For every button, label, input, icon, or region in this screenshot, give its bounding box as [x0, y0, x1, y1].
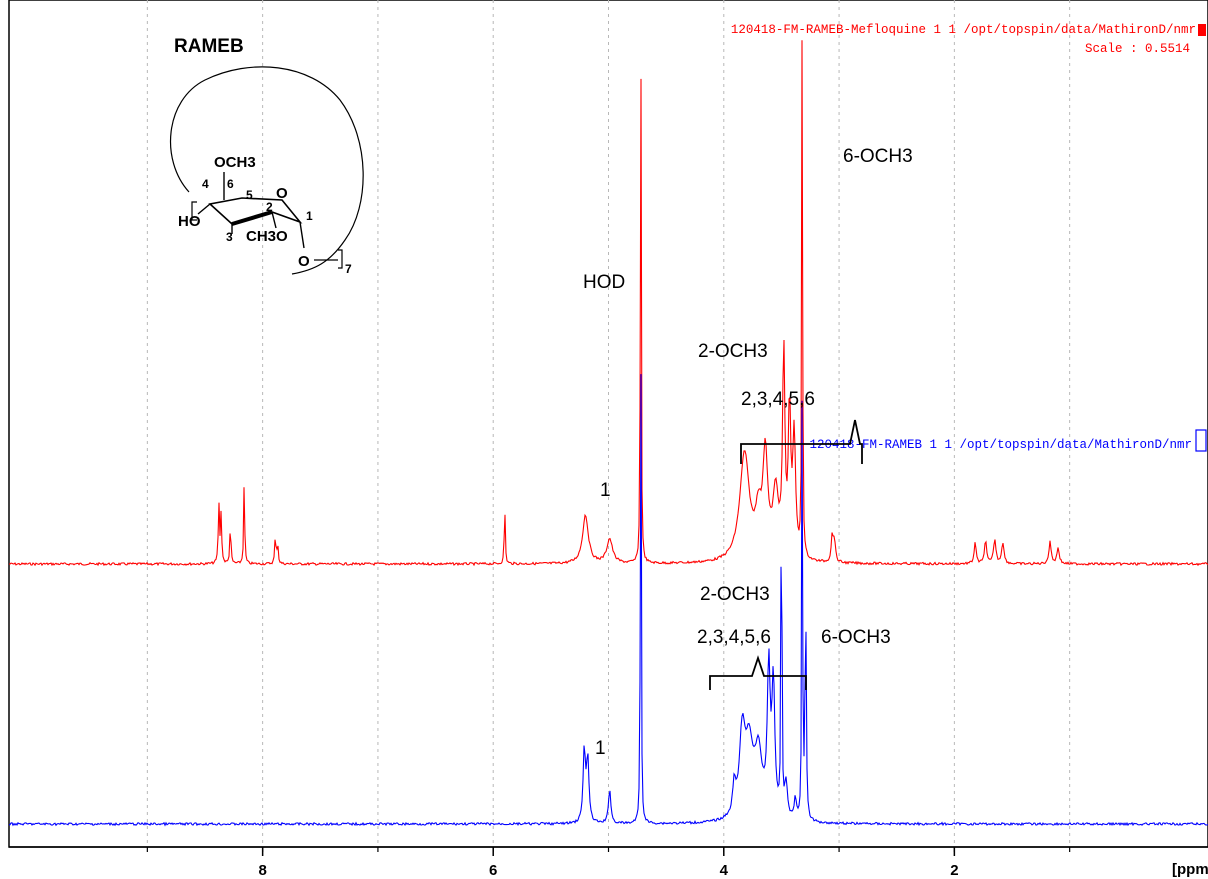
x-tick-label: 2 [950, 862, 958, 879]
x-axis: 8 6 4 2 [9, 846, 1208, 879]
atom-1: 1 [306, 209, 313, 223]
x-tick-label: 6 [489, 862, 497, 879]
grid-lines [146, 0, 1071, 847]
macrocycle-arc [170, 66, 364, 275]
c1-bond [299, 221, 305, 249]
c4-oh-bond [197, 203, 211, 215]
annotation-2-och3-bottom: 2-OCH3 [700, 584, 770, 605]
ring-wedge-bond [231, 210, 273, 226]
repeat-count: 7 [345, 262, 352, 276]
scale-label: Scale : 0.5514 [1085, 42, 1190, 56]
x-tick-label: 4 [720, 862, 729, 879]
atom-o-ring: O [276, 185, 288, 202]
x-axis-label: [ppm [1172, 861, 1208, 878]
atom-4: 4 [202, 177, 209, 191]
spectrum-rameb-mefloquine [8, 40, 1208, 567]
c2-bond [271, 211, 277, 229]
annotation-6-och3-top: 6-OCH3 [843, 146, 913, 167]
annotation-h1-bottom: 1 [595, 738, 606, 759]
annotation-protons-top: 2,3,4,5,6 [741, 389, 815, 410]
atom-och3-top: OCH3 [214, 154, 256, 171]
series-marker-red [1198, 24, 1206, 36]
atom-ch3o: CH3O [246, 228, 288, 245]
x-tick-label: 8 [258, 862, 266, 879]
series-marker-blue [1195, 429, 1207, 452]
atom-o-glycosidic: O [298, 253, 310, 270]
annotation-6-och3-bottom: 6-OCH3 [821, 627, 891, 648]
spectra [8, 40, 1208, 827]
annotation-h1-top: 1 [600, 480, 611, 501]
atom-ho: HO [178, 213, 201, 230]
bracket-left [191, 201, 197, 221]
series-label-red: 120418-FM-RAMEB-Mefloquine 1 1 /opt/tops… [731, 23, 1196, 37]
annotation-hod: HOD [583, 272, 625, 293]
atom-3: 3 [226, 230, 233, 244]
structure-title: RAMEB [174, 36, 244, 57]
series-label-blue: 120418-FM-RAMEB 1 1 /opt/topspin/data/Ma… [809, 438, 1192, 452]
bracket-top [740, 419, 863, 464]
annotation-protons-bottom: 2,3,4,5,6 [697, 627, 771, 648]
atom-6: 6 [227, 177, 234, 191]
bracket-bottom [709, 655, 807, 690]
atom-5: 5 [246, 188, 253, 202]
rameb-structure: RAMEB OCH3 4 6 5 O 2 1 HO 3 CH3O O 7 [170, 36, 364, 276]
spectrum-rameb [8, 374, 1208, 827]
atom-2: 2 [266, 200, 273, 214]
annotation-2-och3-top: 2-OCH3 [698, 341, 768, 362]
bracket-right [314, 249, 343, 269]
